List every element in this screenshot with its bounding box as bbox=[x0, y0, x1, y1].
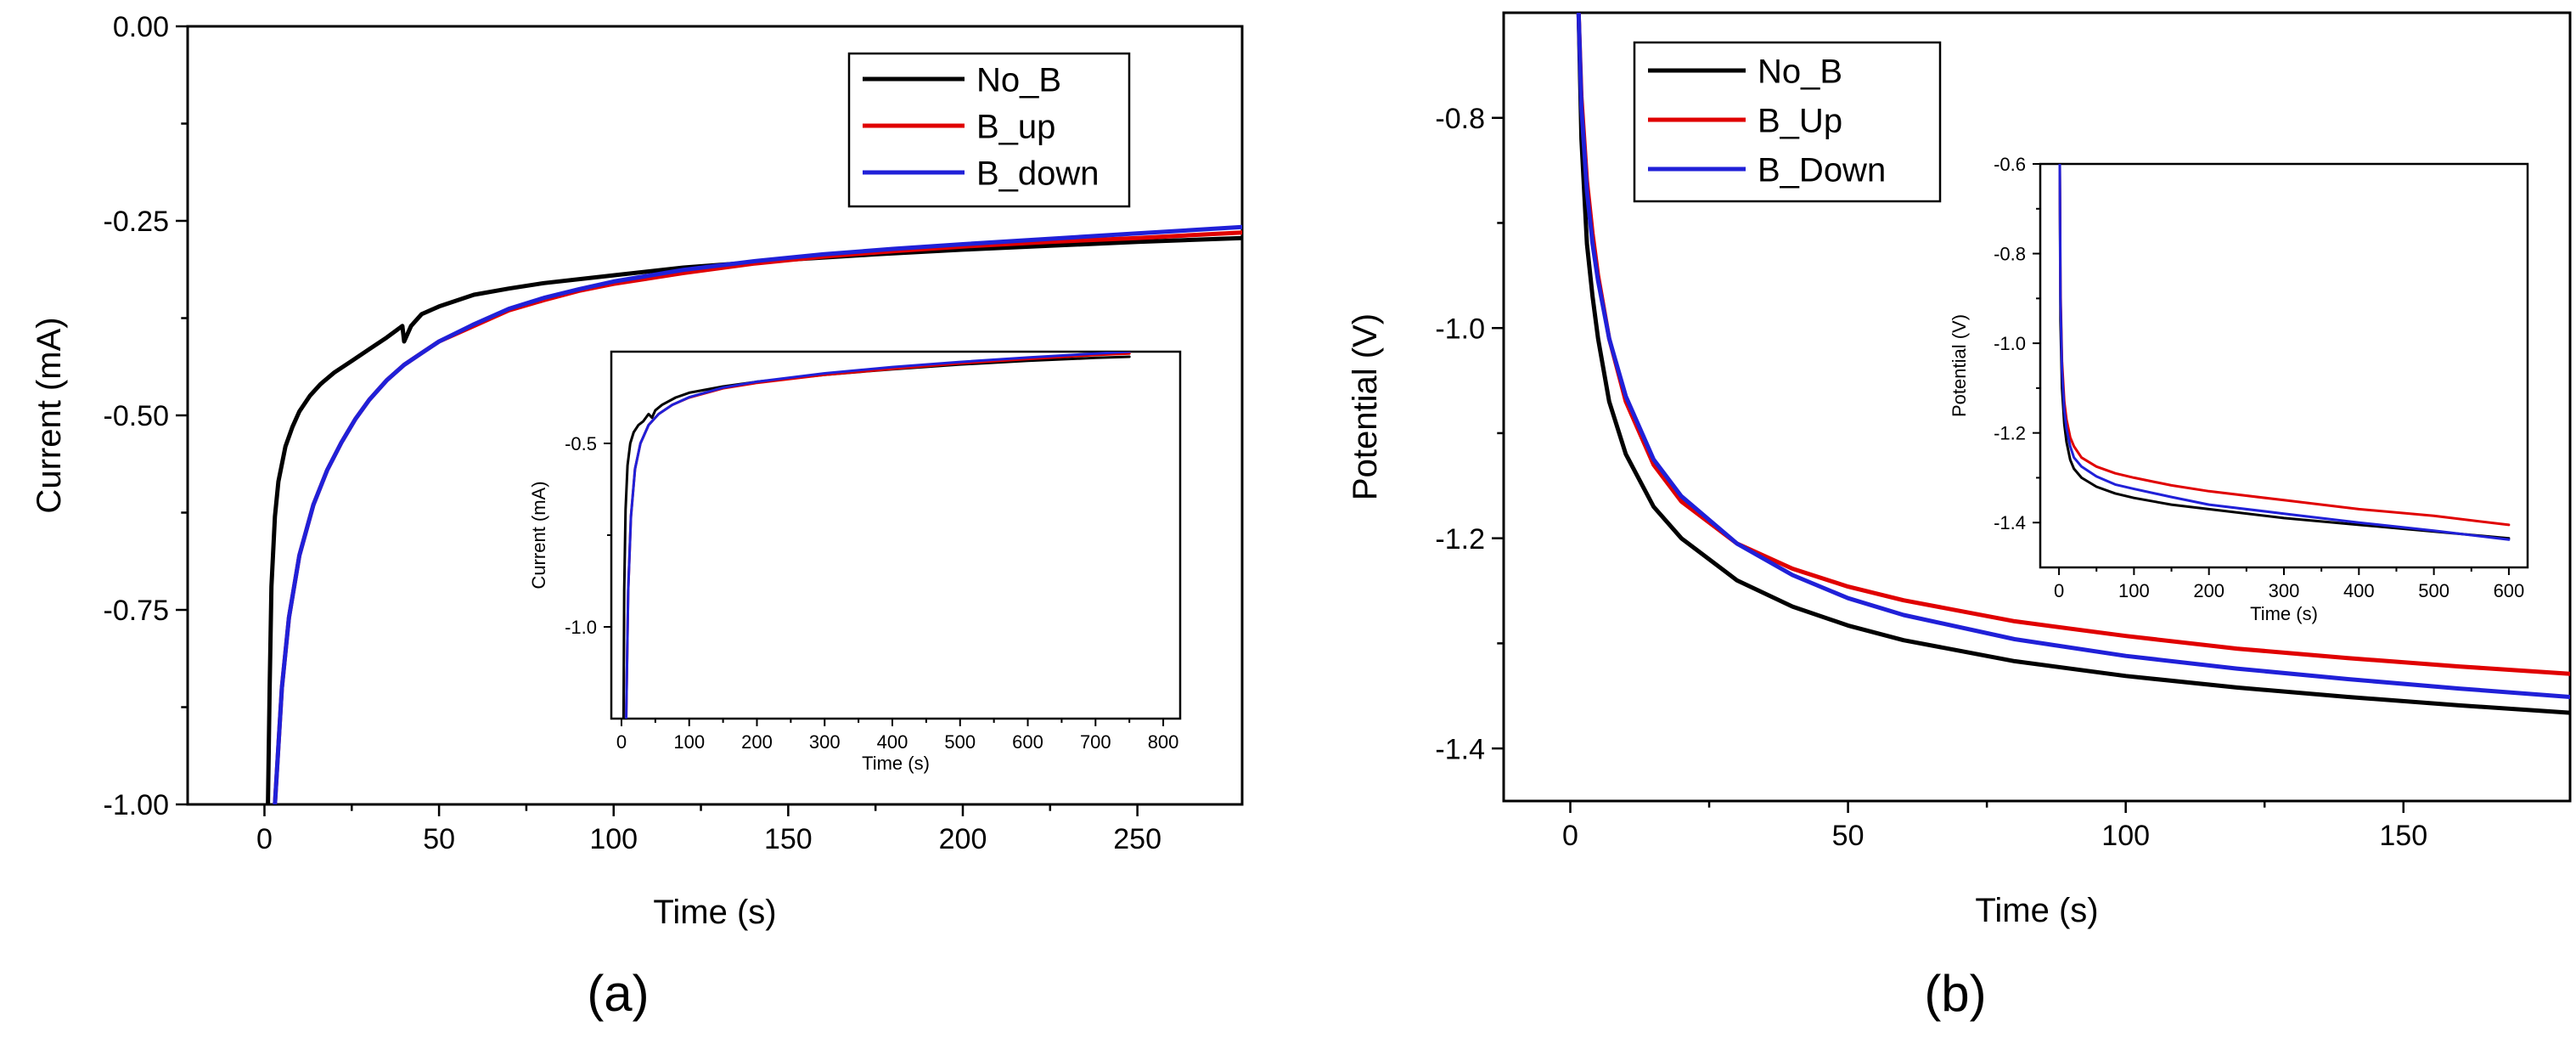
panel-a-x-tick-label: 100 bbox=[589, 823, 638, 855]
panel-b-inset-series-group bbox=[2058, 164, 2511, 541]
panel-a-inset-x-tick-label: 100 bbox=[673, 731, 705, 753]
panel-a-y-tick-label: 0.00 bbox=[113, 11, 169, 43]
panel-a-inset-x-tick-label: 500 bbox=[944, 731, 976, 753]
panel-b-inset-x-tick-label: 500 bbox=[2418, 580, 2449, 601]
panel-a-inset-y-axis-label: Current (mA) bbox=[528, 481, 549, 589]
panel-b: 0 50 100 150 -0.8 -1.0 -1.2 -1.4 Time (s) Potenti… bbox=[1347, 11, 2572, 929]
panel-a-inset: 0 100 200 300 400 500 600 700 800 -0.5 -1.0 Time (s… bbox=[528, 350, 1182, 774]
panel-a-legend-label-no-b: No_B bbox=[976, 61, 1061, 99]
panel-b-legend-label-no-b: No_B bbox=[1758, 53, 1842, 90]
panel-a-x-tick-label: 150 bbox=[764, 823, 813, 855]
panel-b-inset-x-tick-label: 400 bbox=[2343, 580, 2375, 601]
panel-b-inset-x-tick-label: 600 bbox=[2494, 580, 2525, 601]
panel-b-inset-y-tick-label: -0.8 bbox=[1994, 243, 2026, 264]
panel-a-inset-x-tick-label: 0 bbox=[616, 731, 627, 753]
panel-a-inset-x-tick-label: 300 bbox=[809, 731, 841, 753]
panel-b-inset-y-tick-label: -0.6 bbox=[1994, 154, 2026, 175]
panel-b-y-tick-label: -1.4 bbox=[1435, 733, 1485, 765]
panel-a-inset-x-axis-label: Time (s) bbox=[862, 753, 930, 774]
panel-a-inset-x-tick-label: 400 bbox=[877, 731, 908, 753]
panel-a-inset-x-tick-label: 700 bbox=[1080, 731, 1111, 753]
panel-a-inset-plot-frame bbox=[610, 350, 1182, 720]
panel-a-y-tick-label: -0.25 bbox=[104, 206, 170, 238]
panel-b-plot-frame bbox=[1502, 11, 2572, 803]
panel-a-inset-x-tick-label: 800 bbox=[1148, 731, 1179, 753]
panel-a-inset-y-tick-label: -1.0 bbox=[565, 617, 597, 638]
panel-b-inset-x-tick-label: 0 bbox=[2054, 580, 2064, 601]
panel-b-inset-x-tick-label: 300 bbox=[2269, 580, 2300, 601]
panel-b-y-tick-label: -1.2 bbox=[1435, 523, 1485, 556]
panel-b-x-tick-label: 150 bbox=[2379, 820, 2427, 852]
panel-b-series-b-down bbox=[1576, 13, 2570, 699]
panel-b-inset-x-tick-label: 200 bbox=[2193, 580, 2224, 601]
panel-a-inset-series-b-down bbox=[625, 352, 1131, 719]
panel-a-x-tick-label: 50 bbox=[423, 823, 455, 855]
panel-b-legend-label-b-down: B_Down bbox=[1758, 151, 1886, 189]
caption-a: (a) bbox=[587, 965, 649, 1022]
panel-b-y-tick-label: -1.0 bbox=[1435, 313, 1485, 345]
panel-b-inset-series-b-down bbox=[2058, 164, 2511, 541]
panel-a-series-b-down bbox=[273, 224, 1242, 804]
panel-a-x-tick-label: 200 bbox=[939, 823, 987, 855]
panel-a-y-tick-label: -1.00 bbox=[104, 789, 170, 821]
panel-b-x-tick-label: 100 bbox=[2101, 820, 2150, 852]
panel-b-x-tick-label: 50 bbox=[1832, 820, 1865, 852]
panel-a-inset-x-tick-label: 200 bbox=[741, 731, 773, 753]
panel-b-inset-plot-frame bbox=[2039, 162, 2529, 569]
panel-a-legend-label-b-up: B_up bbox=[976, 108, 1055, 145]
panel-b-inset: 0 100 200 300 400 500 600 -0.6 -0.8 -1.0 -1.2 -1.4 T… bbox=[1949, 154, 2529, 624]
panel-b-y-tick-label: -0.8 bbox=[1435, 103, 1485, 135]
panel-a: 0 50 100 150 200 2500.00-0.25-0.50-0.75-1.00T… bbox=[31, 11, 1244, 931]
panel-a-y-tick-label: -0.75 bbox=[104, 595, 170, 627]
panel-b-legend-label-b-up: B_Up bbox=[1758, 102, 1842, 139]
panel-a-y-tick-label: -0.50 bbox=[104, 400, 170, 432]
panel-b-inset-y-tick-label: -1.0 bbox=[1994, 333, 2026, 354]
panel-b-inset-y-tick-label: -1.2 bbox=[1994, 423, 2026, 444]
panel-b-series-no-b bbox=[1576, 13, 2570, 715]
panel-a-inset-x-tick-label: 600 bbox=[1012, 731, 1043, 753]
panel-a-x-tick-label: 0 bbox=[256, 823, 273, 855]
panel-a-series-group bbox=[266, 224, 1242, 804]
panel-b-x-axis-label: Time (s) bbox=[1975, 892, 2098, 929]
panel-b-inset-x-axis-label: Time (s) bbox=[2250, 603, 2318, 624]
panel-b-inset-x-tick-label: 100 bbox=[2118, 580, 2150, 601]
panel-a-inset-series-group bbox=[622, 352, 1131, 719]
panel-b-inset-y-tick-label: -1.4 bbox=[1994, 512, 2026, 533]
panel-b-series-group bbox=[1576, 13, 2570, 715]
panel-a-x-tick-label: 250 bbox=[1113, 823, 1161, 855]
panel-a-inset-y-tick-label: -0.5 bbox=[565, 433, 597, 454]
caption-b: (b) bbox=[1924, 965, 1986, 1022]
panel-b-inset-y-axis-label: Potential (V) bbox=[1949, 314, 1970, 417]
panel-a-x-axis-label: Time (s) bbox=[653, 894, 776, 931]
panel-a-legend-label-b-down: B_down bbox=[976, 155, 1100, 192]
panel-b-y-axis-label: Potential (V) bbox=[1347, 313, 1384, 500]
panel-a-y-axis-label: Current (mA) bbox=[31, 317, 68, 513]
panel-b-x-tick-label: 0 bbox=[1562, 820, 1578, 852]
